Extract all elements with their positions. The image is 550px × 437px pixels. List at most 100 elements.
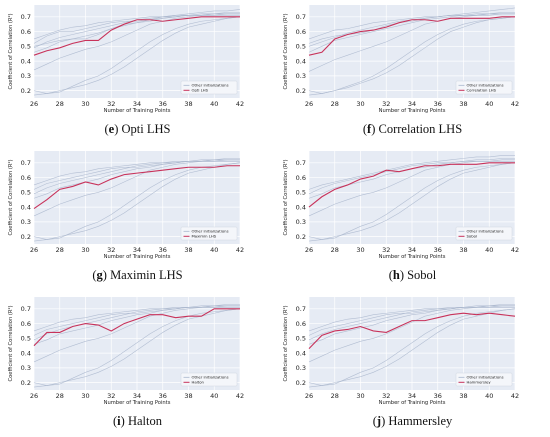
x-tick-label: 42 xyxy=(236,392,244,400)
caption-text: Maximin LHS xyxy=(110,268,183,282)
x-tick-label: 42 xyxy=(511,392,519,400)
grid xyxy=(33,297,241,390)
x-tick-label: 42 xyxy=(511,100,519,108)
series-line-other xyxy=(308,308,516,386)
x-tick-label: 32 xyxy=(107,392,115,400)
legend-label: Sobol xyxy=(467,234,478,239)
x-tick-label: 28 xyxy=(331,392,339,400)
x-tick-label: 40 xyxy=(210,392,218,400)
series-line-other xyxy=(308,13,515,72)
legend-label: Other initializations xyxy=(192,375,229,380)
y-tick-label: 0.6 xyxy=(21,320,31,328)
y-tick-label: 0.2 xyxy=(296,233,306,241)
x-tick-label: 26 xyxy=(305,100,313,108)
x-axis-label: Number of Training Points xyxy=(104,254,171,260)
legend-box xyxy=(455,80,513,95)
x-tick-label: 34 xyxy=(133,100,141,108)
x-tick-label: 28 xyxy=(56,100,64,108)
series-line-other xyxy=(33,13,240,71)
series-line-other xyxy=(33,9,241,47)
x-tick-label: 32 xyxy=(382,100,390,108)
x-tick-label: 38 xyxy=(459,100,467,108)
y-tick-label: 0.3 xyxy=(21,364,31,372)
x-tick-label: 36 xyxy=(159,392,167,400)
figure-caption: (f) Correlation LHS xyxy=(362,122,463,136)
y-tick-label: 0.7 xyxy=(296,305,306,313)
x-tick-label: 36 xyxy=(434,246,442,254)
legend-label: Other initializations xyxy=(192,229,229,234)
series-line-highlight xyxy=(308,312,516,350)
y-tick-label: 0.2 xyxy=(296,87,306,95)
line-chart: 26 28 30 32 34 36 38 40 42 0.2 0.3 0.4 0.5 0.6 0.7 Numb… xyxy=(8,151,244,260)
x-tick-label: 36 xyxy=(434,392,442,400)
x-tick-label: 34 xyxy=(408,392,416,400)
y-axis-label: Coefficient of Correlation (R²) xyxy=(283,159,289,235)
caption-text: Correlation LHS xyxy=(378,122,463,136)
chart-panel-i: 26 28 30 32 34 36 38 40 42 0.2 0.3 0.4 0.5 0.6 0.7 Numb… xyxy=(0,292,275,437)
x-axis-label: Number of Training Points xyxy=(104,400,171,406)
series-line-other xyxy=(308,7,516,44)
x-axis-label: Number of Training Points xyxy=(104,108,171,114)
y-tick-label: 0.7 xyxy=(21,159,31,167)
grid xyxy=(308,297,516,390)
x-tick-label: 38 xyxy=(459,246,467,254)
x-tick-label: 32 xyxy=(107,100,115,108)
caption-panel-letter: g xyxy=(96,268,103,282)
chart-panel-j: 26 28 30 32 34 36 38 40 42 0.2 0.3 0.4 0.5 0.6 0.7 Numb… xyxy=(275,292,550,437)
line-chart: 26 28 30 32 34 36 38 40 42 0.2 0.3 0.4 0.5 0.6 0.7 Numb… xyxy=(8,297,244,406)
caption-panel-letter: e xyxy=(108,122,115,136)
x-tick-label: 28 xyxy=(331,246,339,254)
x-tick-label: 34 xyxy=(133,392,141,400)
line-chart: 26 28 30 32 34 36 38 40 42 0.2 0.3 0.4 0.5 0.6 0.7 Numb… xyxy=(283,151,519,260)
series-line-highlight xyxy=(308,162,515,208)
y-tick-label: 0.3 xyxy=(296,364,306,372)
x-tick-label: 32 xyxy=(382,392,390,400)
legend-label: Halton xyxy=(192,380,205,385)
line-chart: 26 28 30 32 34 36 38 40 42 0.2 0.3 0.4 0.5 0.6 0.7 Numb… xyxy=(283,297,519,406)
y-tick-label: 0.5 xyxy=(296,335,306,343)
x-tick-label: 26 xyxy=(30,392,38,400)
series-line-other xyxy=(33,158,240,199)
y-tick-label: 0.3 xyxy=(296,72,306,80)
y-tick-label: 0.3 xyxy=(296,218,306,226)
chart-panel-f: 26 28 30 32 34 36 38 40 42 0.2 0.3 0.4 0.5 0.6 0.7 Numb… xyxy=(275,0,550,145)
x-tick-label: 42 xyxy=(511,246,519,254)
series-line-other xyxy=(308,305,515,363)
x-tick-label: 32 xyxy=(107,246,115,254)
x-tick-label: 30 xyxy=(356,392,364,400)
series-line-other xyxy=(308,308,516,388)
y-tick-label: 0.4 xyxy=(21,203,31,211)
chart-panel-g: 26 28 30 32 34 36 38 40 42 0.2 0.3 0.4 0.5 0.6 0.7 Numb… xyxy=(0,146,275,291)
x-tick-label: 32 xyxy=(382,246,390,254)
series-line-other xyxy=(308,304,515,345)
x-tick-label: 30 xyxy=(81,246,89,254)
y-tick-label: 0.7 xyxy=(296,159,306,167)
series-line-other xyxy=(33,305,240,332)
grid xyxy=(308,151,516,244)
x-tick-label: 36 xyxy=(159,100,167,108)
legend-label: Other initializations xyxy=(467,83,504,88)
series-line-other xyxy=(33,159,240,186)
x-tick-label: 28 xyxy=(56,392,64,400)
series-line-highlight xyxy=(33,165,240,210)
series-line-other xyxy=(308,162,516,240)
legend-box xyxy=(180,80,238,95)
caption-text: Opti LHS xyxy=(121,122,171,136)
legend-label: Opti LHS xyxy=(192,88,209,93)
y-tick-label: 0.4 xyxy=(296,57,306,65)
legend-box xyxy=(180,372,238,387)
x-tick-label: 36 xyxy=(159,246,167,254)
legend-label: Other initializations xyxy=(467,229,504,234)
series-line-other xyxy=(308,305,515,332)
y-tick-label: 0.4 xyxy=(296,203,306,211)
legend-box xyxy=(455,372,513,387)
chart-panel-e: 26 28 30 32 34 36 38 40 42 0.2 0.3 0.4 0.5 0.6 0.7 Numb… xyxy=(0,0,275,145)
x-tick-label: 42 xyxy=(236,246,244,254)
caption-text: Hammersley xyxy=(388,414,453,428)
y-tick-label: 0.5 xyxy=(296,43,306,51)
legend-box xyxy=(455,226,513,241)
series-line-other xyxy=(33,16,241,96)
x-tick-label: 30 xyxy=(81,392,89,400)
